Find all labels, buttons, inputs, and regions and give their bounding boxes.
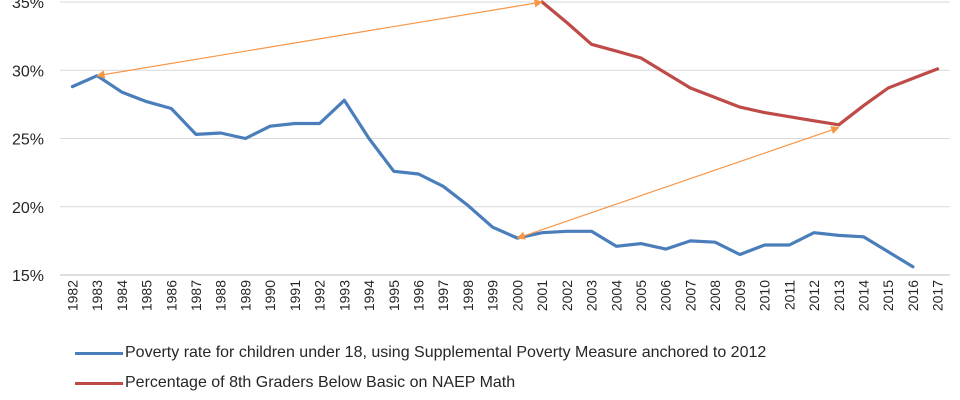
x-tick-label: 1989 [237, 280, 253, 311]
x-tick-label: 1987 [188, 280, 204, 311]
x-tick-label: 1983 [89, 280, 105, 311]
y-tick-label: 35% [12, 0, 44, 12]
x-tick-label: 2007 [682, 280, 698, 311]
annotation-arrows [96, 0, 840, 240]
x-tick-label: 1994 [361, 280, 377, 311]
x-tick-label: 2010 [757, 280, 773, 311]
x-tick-label: 2001 [534, 280, 550, 311]
y-tick-label: 30% [12, 63, 44, 80]
y-tick-label: 25% [12, 132, 44, 149]
annotation-arrow-0 [516, 126, 840, 240]
x-tick-label: 2004 [608, 280, 624, 311]
x-tick-label: 1992 [312, 280, 328, 311]
x-tick-label: 2003 [584, 280, 600, 311]
legend-swatch-poverty [75, 351, 123, 355]
x-tick-label: 1986 [163, 280, 179, 311]
legend-label-poverty: Poverty rate for children under 18, usin… [125, 344, 767, 361]
x-tick-label: 2002 [559, 280, 575, 311]
x-tick-label: 2017 [930, 280, 946, 311]
x-tick-label: 2009 [732, 280, 748, 311]
legend-item-poverty: Poverty rate for children under 18, usin… [75, 338, 766, 368]
series-lines [70, 0, 940, 269]
x-tick-label: 2005 [633, 280, 649, 311]
x-tick-label: 2006 [658, 280, 674, 311]
legend: Poverty rate for children under 18, usin… [75, 338, 766, 398]
legend-item-naep: Percentage of 8th Graders Below Basic on… [75, 368, 766, 398]
series-line-0 [70, 74, 915, 269]
x-tick-label: 1998 [460, 280, 476, 311]
y-tick-label: 15% [12, 268, 44, 285]
x-tick-label: 1993 [336, 280, 352, 311]
series-line-1 [540, 0, 940, 127]
x-tick-label: 1982 [64, 280, 80, 311]
annotation-arrow-1 [96, 0, 543, 79]
y-tick-label: 20% [12, 200, 44, 217]
x-tick-label: 2000 [509, 280, 525, 311]
x-tick-label: 2012 [806, 280, 822, 311]
x-tick-label: 2013 [831, 280, 847, 311]
x-tick-label: 2016 [905, 280, 921, 311]
x-tick-label: 1988 [213, 280, 229, 311]
x-tick-label: 2008 [707, 280, 723, 311]
x-tick-label: 1996 [410, 280, 426, 311]
x-tick-label: 1984 [114, 280, 130, 311]
x-tick-label: 1990 [262, 280, 278, 311]
x-tick-label: 2011 [781, 280, 797, 310]
x-tick-label: 2015 [880, 280, 896, 311]
x-tick-label: 1985 [139, 280, 155, 311]
legend-label-naep: Percentage of 8th Graders Below Basic on… [125, 374, 516, 391]
y-axis-ticks: 15% 20% 25% 30% 35% [12, 0, 44, 285]
line-chart: 15% 20% 25% 30% 35% 1982 1983 1984 1985 1986 1987… [12, 0, 950, 311]
legend-swatch-naep [75, 381, 123, 385]
x-tick-label: 1999 [485, 280, 501, 311]
x-tick-label: 1991 [287, 280, 303, 311]
x-tick-label: 2014 [855, 280, 871, 311]
x-tick-label: 1997 [435, 280, 451, 311]
x-tick-label: 1995 [386, 280, 402, 311]
x-axis-ticks: 1982 1983 1984 1985 1986 1987 1988 1989 1990 1991… [64, 280, 945, 311]
